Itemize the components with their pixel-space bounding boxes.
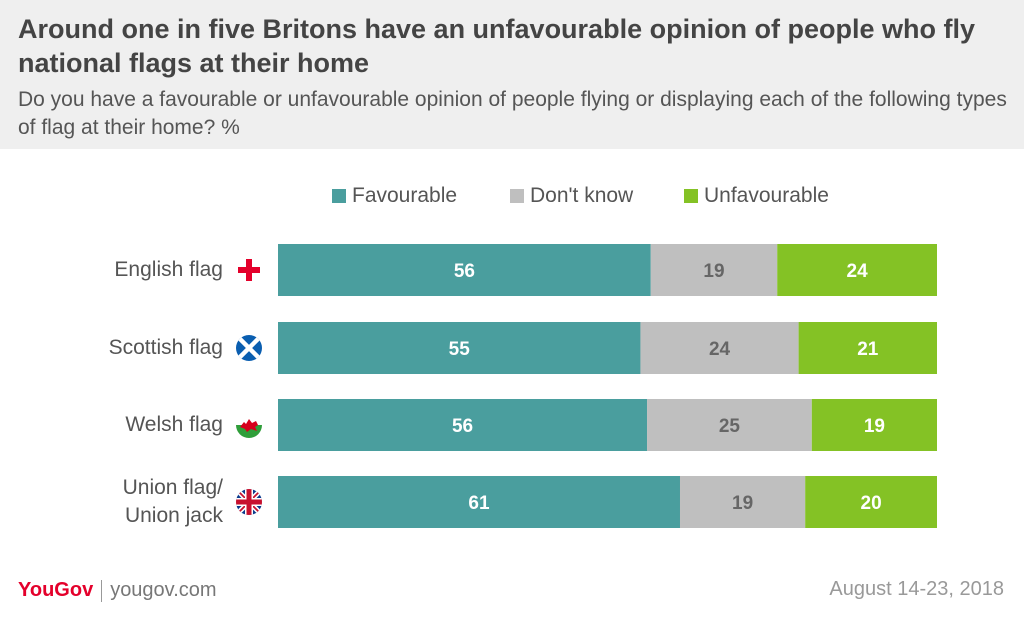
legend-label: Unfavourable xyxy=(704,184,829,207)
legend: Favourable Don't know Unfavourable xyxy=(0,183,1024,209)
data-label: 56 xyxy=(452,416,473,437)
data-label: 24 xyxy=(709,339,731,360)
fieldwork-date: August 14-23, 2018 xyxy=(829,578,1004,600)
category-label: Welsh flag xyxy=(13,411,223,439)
category-label-line: English flag xyxy=(114,258,223,281)
category-label-line: Welsh flag xyxy=(125,413,223,436)
data-label: 61 xyxy=(468,493,490,514)
england-flag-icon xyxy=(238,259,260,281)
scotland-flag-icon xyxy=(236,335,262,361)
footer-divider xyxy=(101,579,103,602)
bar-segment-unfavourable xyxy=(798,322,937,374)
legend-swatch xyxy=(510,189,524,203)
chart-subtitle: Do you have a favourable or unfavourable… xyxy=(18,88,1007,139)
bar-segment-favourable xyxy=(278,476,680,528)
legend-swatch xyxy=(332,189,346,203)
data-label: 19 xyxy=(864,416,885,437)
bar-segment-favourable xyxy=(278,399,648,451)
category-label-line: Scottish flag xyxy=(108,336,223,359)
bar-segment-unfavourable xyxy=(777,244,937,296)
category-label-line: Union jack xyxy=(124,504,223,527)
legend-item-unfavourable: Unfavourable xyxy=(684,183,829,209)
legend-label: Favourable xyxy=(352,184,458,207)
data-label: 20 xyxy=(861,493,882,514)
legend-label: Don't know xyxy=(530,184,634,207)
category-label: Scottish flag xyxy=(13,334,223,362)
data-label: 24 xyxy=(847,261,869,282)
chart-title: Around one in five Britons have an unfav… xyxy=(18,14,976,78)
website-url: yougov.com xyxy=(110,579,217,601)
header: Around one in five Britons have an unfav… xyxy=(0,0,1024,149)
legend-item-favourable: Favourable xyxy=(332,183,457,209)
bar-segment-favourable xyxy=(278,322,641,374)
wales-flag-icon xyxy=(236,412,262,438)
bar-segment-unfavourable xyxy=(805,476,937,528)
bar-segment-don-t-know xyxy=(640,322,799,374)
data-label: 19 xyxy=(732,493,753,514)
data-label: 56 xyxy=(454,261,475,282)
data-label: 55 xyxy=(449,339,471,360)
brand-name: YouGov xyxy=(18,579,94,601)
legend-swatch xyxy=(684,189,698,203)
category-label: Union flag/Union jack xyxy=(13,474,223,530)
data-label: 25 xyxy=(719,416,741,437)
union-jack-icon xyxy=(236,489,262,515)
yougov-logo: YouGov yougov.com xyxy=(18,579,217,602)
bar-segment-don-t-know xyxy=(647,399,812,451)
category-label: English flag xyxy=(13,256,223,284)
data-label: 21 xyxy=(857,339,879,360)
bar-segment-favourable xyxy=(278,244,651,296)
legend-item-don-t-know: Don't know xyxy=(510,183,633,209)
bar-segment-don-t-know xyxy=(650,244,778,296)
data-label: 19 xyxy=(703,261,724,282)
bar-segment-don-t-know xyxy=(679,476,806,528)
category-label-line: Union flag/ xyxy=(122,476,223,499)
bar-segment-unfavourable xyxy=(811,399,937,451)
